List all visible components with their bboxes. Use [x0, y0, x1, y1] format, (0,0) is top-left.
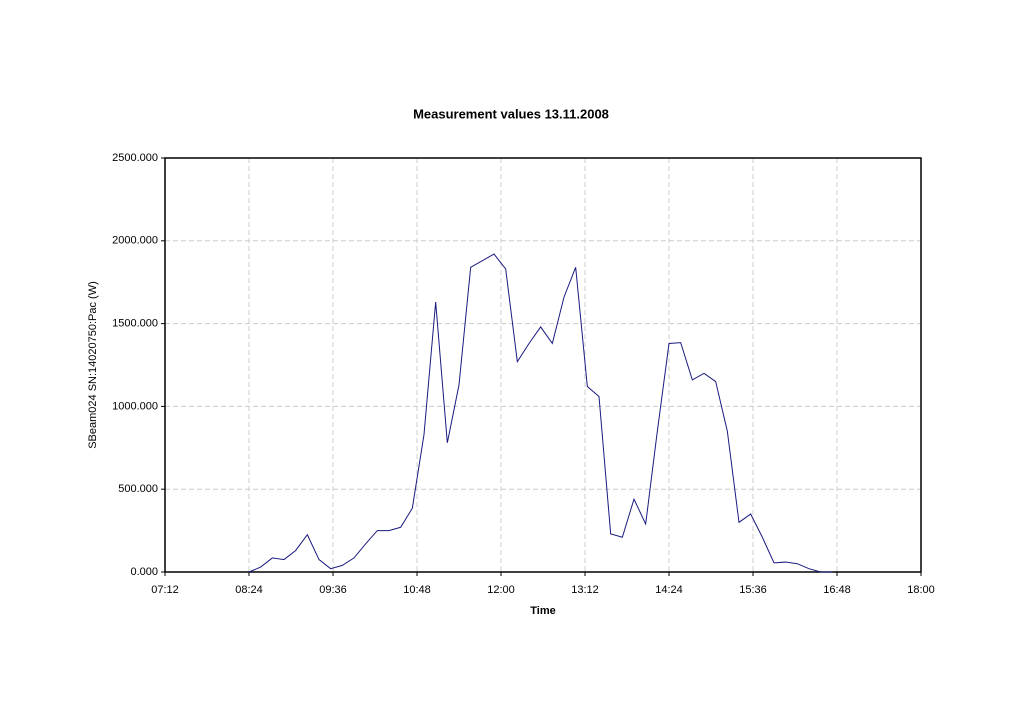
x-tick-label: 13:12 — [571, 584, 599, 596]
y-axis-label: SBeam024 SN:14020750:Pac (W) — [87, 281, 99, 449]
x-tick-label: 18:00 — [907, 584, 935, 596]
data-line — [248, 253, 833, 573]
x-tick-label: 16:48 — [823, 584, 851, 596]
y-tick-label: 1500.000 — [112, 318, 158, 330]
y-tick-label: 500.000 — [118, 483, 158, 495]
y-tick-label: 2500.000 — [112, 152, 158, 164]
plot-frame — [164, 157, 922, 573]
y-tick-label: 0.000 — [130, 566, 158, 578]
x-axis-label: Time — [530, 605, 555, 617]
x-tick-label: 09:36 — [319, 584, 347, 596]
chart-title: Measurement values 13.11.2008 — [413, 106, 609, 121]
y-tick-label: 2000.000 — [112, 235, 158, 247]
x-tick-label: 10:48 — [403, 584, 431, 596]
x-tick-label: 14:24 — [655, 584, 683, 596]
x-tick-label: 12:00 — [487, 584, 515, 596]
x-tick-label: 15:36 — [739, 584, 767, 596]
x-tick-label: 07:12 — [151, 584, 179, 596]
x-tick-label: 08:24 — [235, 584, 263, 596]
y-tick-label: 1000.000 — [112, 400, 158, 412]
